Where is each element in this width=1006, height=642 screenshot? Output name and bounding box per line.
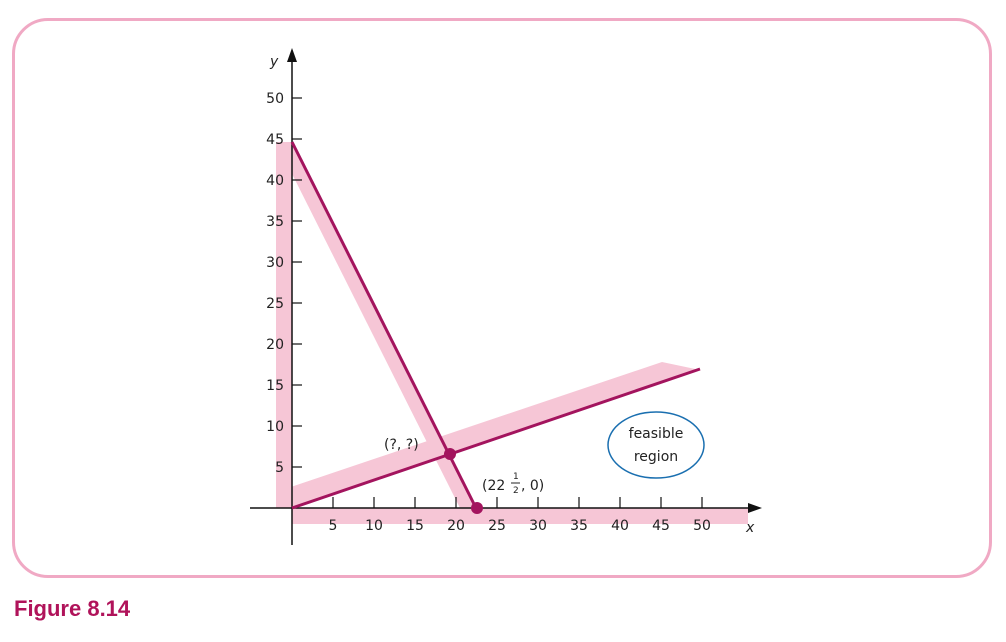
x-tick-labels: 5 10 15 20 25 30 35 40 45 50 bbox=[329, 518, 711, 534]
feasible-region-label-2: region bbox=[634, 449, 678, 465]
feasible-region-ellipse bbox=[607, 411, 705, 479]
band-steep-line bbox=[276, 142, 476, 508]
y-ticks bbox=[292, 97, 302, 468]
x-tick-label: 20 bbox=[447, 518, 465, 534]
band-y-axis bbox=[276, 142, 292, 508]
x-intercept-label: (22 1 2 , 0) bbox=[482, 472, 544, 496]
constraint-line-steep bbox=[290, 141, 478, 509]
x-ticks bbox=[332, 497, 703, 508]
x-tick-label: 10 bbox=[365, 518, 383, 534]
y-axis-label: y bbox=[269, 54, 279, 70]
x-tick-label: 50 bbox=[693, 518, 711, 534]
y-tick-label: 50 bbox=[266, 91, 284, 107]
x-axis-arrow bbox=[748, 503, 762, 513]
y-tick-label: 5 bbox=[275, 460, 284, 476]
constraint-line-shallow bbox=[291, 367, 701, 510]
x-tick-label: 35 bbox=[570, 518, 588, 534]
y-tick-label: 40 bbox=[266, 173, 284, 189]
feasible-region-label-1: feasible bbox=[629, 426, 684, 442]
x-tick-label: 30 bbox=[529, 518, 547, 534]
y-tick-label: 30 bbox=[266, 255, 284, 271]
figure-frame bbox=[12, 18, 992, 578]
y-axis-arrow bbox=[287, 48, 297, 62]
y-tick-label: 35 bbox=[266, 214, 284, 230]
band-x-axis bbox=[292, 508, 748, 524]
intersection-point bbox=[444, 448, 456, 460]
x-intercept-label-suffix: , 0) bbox=[521, 478, 544, 494]
figure-caption: Figure 8.14 bbox=[14, 596, 131, 621]
x-intercept-point bbox=[471, 502, 483, 514]
x-tick-label: 40 bbox=[611, 518, 629, 534]
y-tick-label: 20 bbox=[266, 337, 284, 353]
x-axis-label: x bbox=[745, 520, 755, 536]
y-tick-label: 10 bbox=[266, 419, 284, 435]
x-intercept-label-prefix: (22 bbox=[482, 478, 505, 494]
intersection-label: (?, ?) bbox=[384, 437, 419, 453]
x-tick-label: 45 bbox=[652, 518, 670, 534]
y-tick-labels: 5 10 15 20 25 30 35 40 45 50 bbox=[266, 91, 284, 476]
x-tick-label: 25 bbox=[488, 518, 506, 534]
x-intercept-label-frac-den: 2 bbox=[513, 486, 519, 496]
y-tick-label: 25 bbox=[266, 296, 284, 312]
band-shallow-line bbox=[276, 362, 700, 508]
x-intercept-label-frac-num: 1 bbox=[513, 472, 519, 482]
y-tick-label: 15 bbox=[266, 378, 284, 394]
y-tick-label: 45 bbox=[266, 132, 284, 148]
x-tick-label: 5 bbox=[329, 518, 338, 534]
x-tick-label: 15 bbox=[406, 518, 424, 534]
